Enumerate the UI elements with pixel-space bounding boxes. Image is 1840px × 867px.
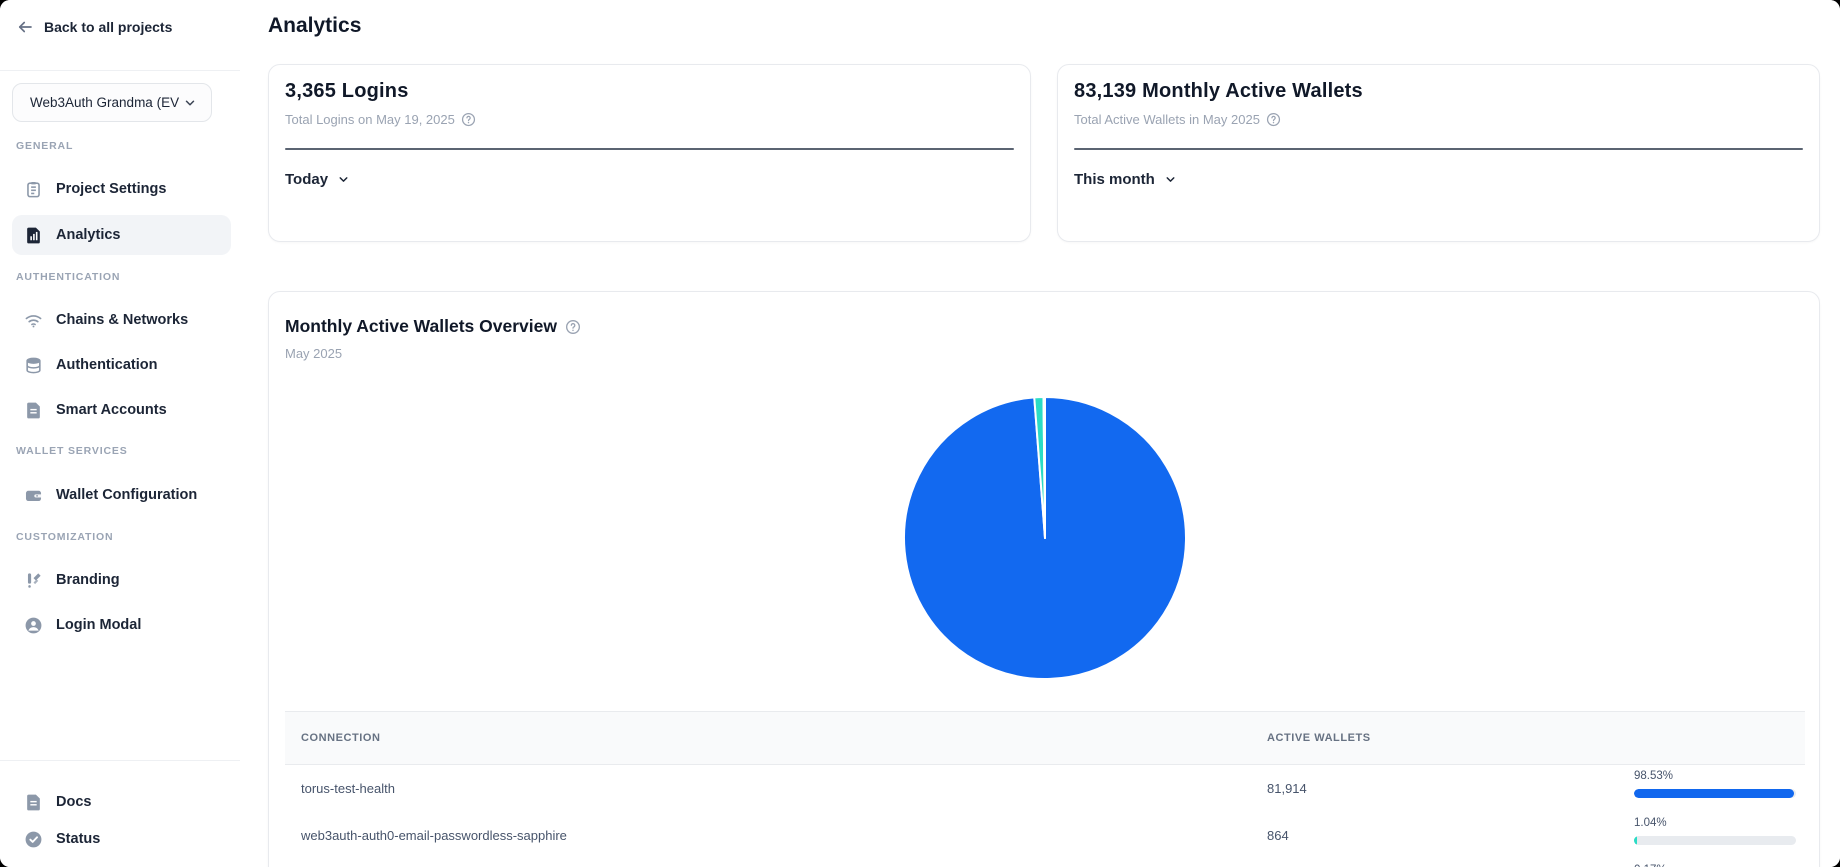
- sidebar-item-docs[interactable]: Docs: [12, 782, 231, 822]
- chevron-down-icon: [1164, 173, 1177, 186]
- main-content: Analytics 3,365 Logins Total Logins on M…: [240, 0, 1840, 867]
- section-label-authentication: AUTHENTICATION: [16, 271, 121, 283]
- connections-table: CONNECTION ACTIVE WALLETS torus-test-hea…: [285, 711, 1805, 867]
- help-icon[interactable]: [565, 319, 581, 335]
- active-wallets-count: 864: [1267, 828, 1289, 843]
- sidebar-item-wallet-configuration[interactable]: Wallet Configuration: [12, 475, 231, 515]
- sidebar-divider: [0, 70, 240, 71]
- table-row[interactable]: torus-test-health 81,914 98.53%: [285, 765, 1805, 812]
- clipboard-icon: [24, 180, 43, 199]
- table-header-row: CONNECTION ACTIVE WALLETS: [285, 711, 1805, 765]
- active-wallets-count: 81,914: [1267, 781, 1307, 796]
- wallet-icon: [24, 486, 43, 505]
- active-wallets-pie-chart: [903, 396, 1187, 680]
- sidebar-item-label: Analytics: [56, 227, 121, 243]
- share-cell: 1.04%: [1634, 817, 1805, 845]
- sidebar-item-analytics[interactable]: Analytics: [12, 215, 231, 255]
- check-circle-icon: [24, 830, 43, 849]
- chevron-down-icon: [183, 96, 197, 110]
- logins-stat-card: 3,365 Logins Total Logins on May 19, 202…: [268, 64, 1031, 242]
- sidebar-item-label: Smart Accounts: [56, 402, 167, 418]
- project-select-value: Web3Auth Grandma (EV: [30, 95, 180, 110]
- sidebar-item-label: Project Settings: [56, 181, 167, 197]
- docs-icon: [24, 793, 43, 812]
- sidebar-item-authentication[interactable]: Authentication: [12, 345, 231, 385]
- user-circle-icon: [24, 616, 43, 635]
- table-row[interactable]: web3auth-google-sapphire 145 0.17%: [285, 859, 1805, 867]
- section-label-customization: CUSTOMIZATION: [16, 531, 114, 543]
- sidebar-item-label: Wallet Configuration: [56, 487, 198, 503]
- logins-value: 3,365 Logins: [285, 80, 409, 102]
- share-cell: 0.17%: [1634, 864, 1805, 867]
- paintbrush-icon: [24, 571, 43, 590]
- wallets-stat-card: 83,139 Monthly Active Wallets Total Acti…: [1057, 64, 1820, 242]
- wallets-subtitle: Total Active Wallets in May 2025: [1074, 112, 1260, 127]
- sidebar-item-project-settings[interactable]: Project Settings: [12, 169, 231, 209]
- chevron-down-icon: [337, 173, 350, 186]
- connection-name: torus-test-health: [301, 781, 395, 796]
- help-icon[interactable]: [1266, 112, 1281, 127]
- pie-slice[interactable]: [1042, 396, 1046, 539]
- sidebar: Back to all projects Web3Auth Grandma (E…: [0, 0, 241, 867]
- back-to-projects-link[interactable]: Back to all projects: [16, 18, 172, 36]
- sidebar-item-label: Chains & Networks: [56, 312, 189, 328]
- file-icon: [24, 401, 43, 420]
- logins-range-value: Today: [285, 171, 329, 188]
- wallets-range-select[interactable]: This month: [1074, 171, 1177, 188]
- wallets-value: 83,139 Monthly Active Wallets: [1074, 80, 1363, 102]
- sidebar-item-smart-accounts[interactable]: Smart Accounts: [12, 390, 231, 430]
- page-title: Analytics: [268, 14, 362, 37]
- logins-range-select[interactable]: Today: [285, 171, 350, 188]
- section-label-wallet-services: WALLET SERVICES: [16, 445, 128, 457]
- wallets-overview-card: Monthly Active Wallets Overview May 2025…: [268, 291, 1820, 867]
- connection-name: web3auth-auth0-email-passwordless-sapphi…: [301, 828, 567, 843]
- divider: [1074, 148, 1803, 150]
- wallets-range-value: This month: [1074, 171, 1155, 188]
- project-select[interactable]: Web3Auth Grandma (EV: [12, 83, 212, 122]
- share-percent-label: 98.53%: [1634, 769, 1674, 782]
- section-label-general: GENERAL: [16, 140, 74, 152]
- share-progress-fill: [1634, 788, 1794, 798]
- sidebar-item-status[interactable]: Status: [12, 819, 231, 859]
- table-row[interactable]: web3auth-auth0-email-passwordless-sapphi…: [285, 812, 1805, 859]
- share-percent-label: 1.04%: [1634, 816, 1667, 829]
- divider: [285, 148, 1014, 150]
- sidebar-item-label: Authentication: [56, 357, 158, 373]
- arrow-left-icon: [16, 18, 34, 36]
- chart-title: Monthly Active Wallets Overview: [285, 316, 557, 336]
- column-header-active-wallets: ACTIVE WALLETS: [1267, 732, 1371, 744]
- help-icon[interactable]: [461, 112, 476, 127]
- share-progress-bar: [1634, 835, 1796, 845]
- logins-subtitle: Total Logins on May 19, 2025: [285, 112, 455, 127]
- bar-chart-doc-icon: [24, 226, 43, 245]
- wifi-icon: [24, 311, 43, 330]
- sidebar-item-label: Status: [56, 831, 101, 847]
- database-icon: [24, 356, 43, 375]
- sidebar-item-label: Docs: [56, 794, 92, 810]
- share-progress-fill: [1634, 835, 1637, 845]
- share-cell: 98.53%: [1634, 770, 1805, 798]
- sidebar-item-chains-networks[interactable]: Chains & Networks: [12, 300, 231, 340]
- chart-subtitle: May 2025: [285, 346, 343, 361]
- sidebar-divider: [0, 760, 240, 761]
- sidebar-item-label: Branding: [56, 572, 120, 588]
- back-to-projects-label: Back to all projects: [44, 19, 173, 35]
- share-progress-bar: [1634, 788, 1796, 798]
- share-percent-label: 0.17%: [1634, 864, 1805, 867]
- sidebar-item-label: Login Modal: [56, 617, 142, 633]
- sidebar-item-branding[interactable]: Branding: [12, 560, 231, 600]
- sidebar-item-login-modal[interactable]: Login Modal: [12, 605, 231, 645]
- column-header-connection: CONNECTION: [301, 732, 381, 744]
